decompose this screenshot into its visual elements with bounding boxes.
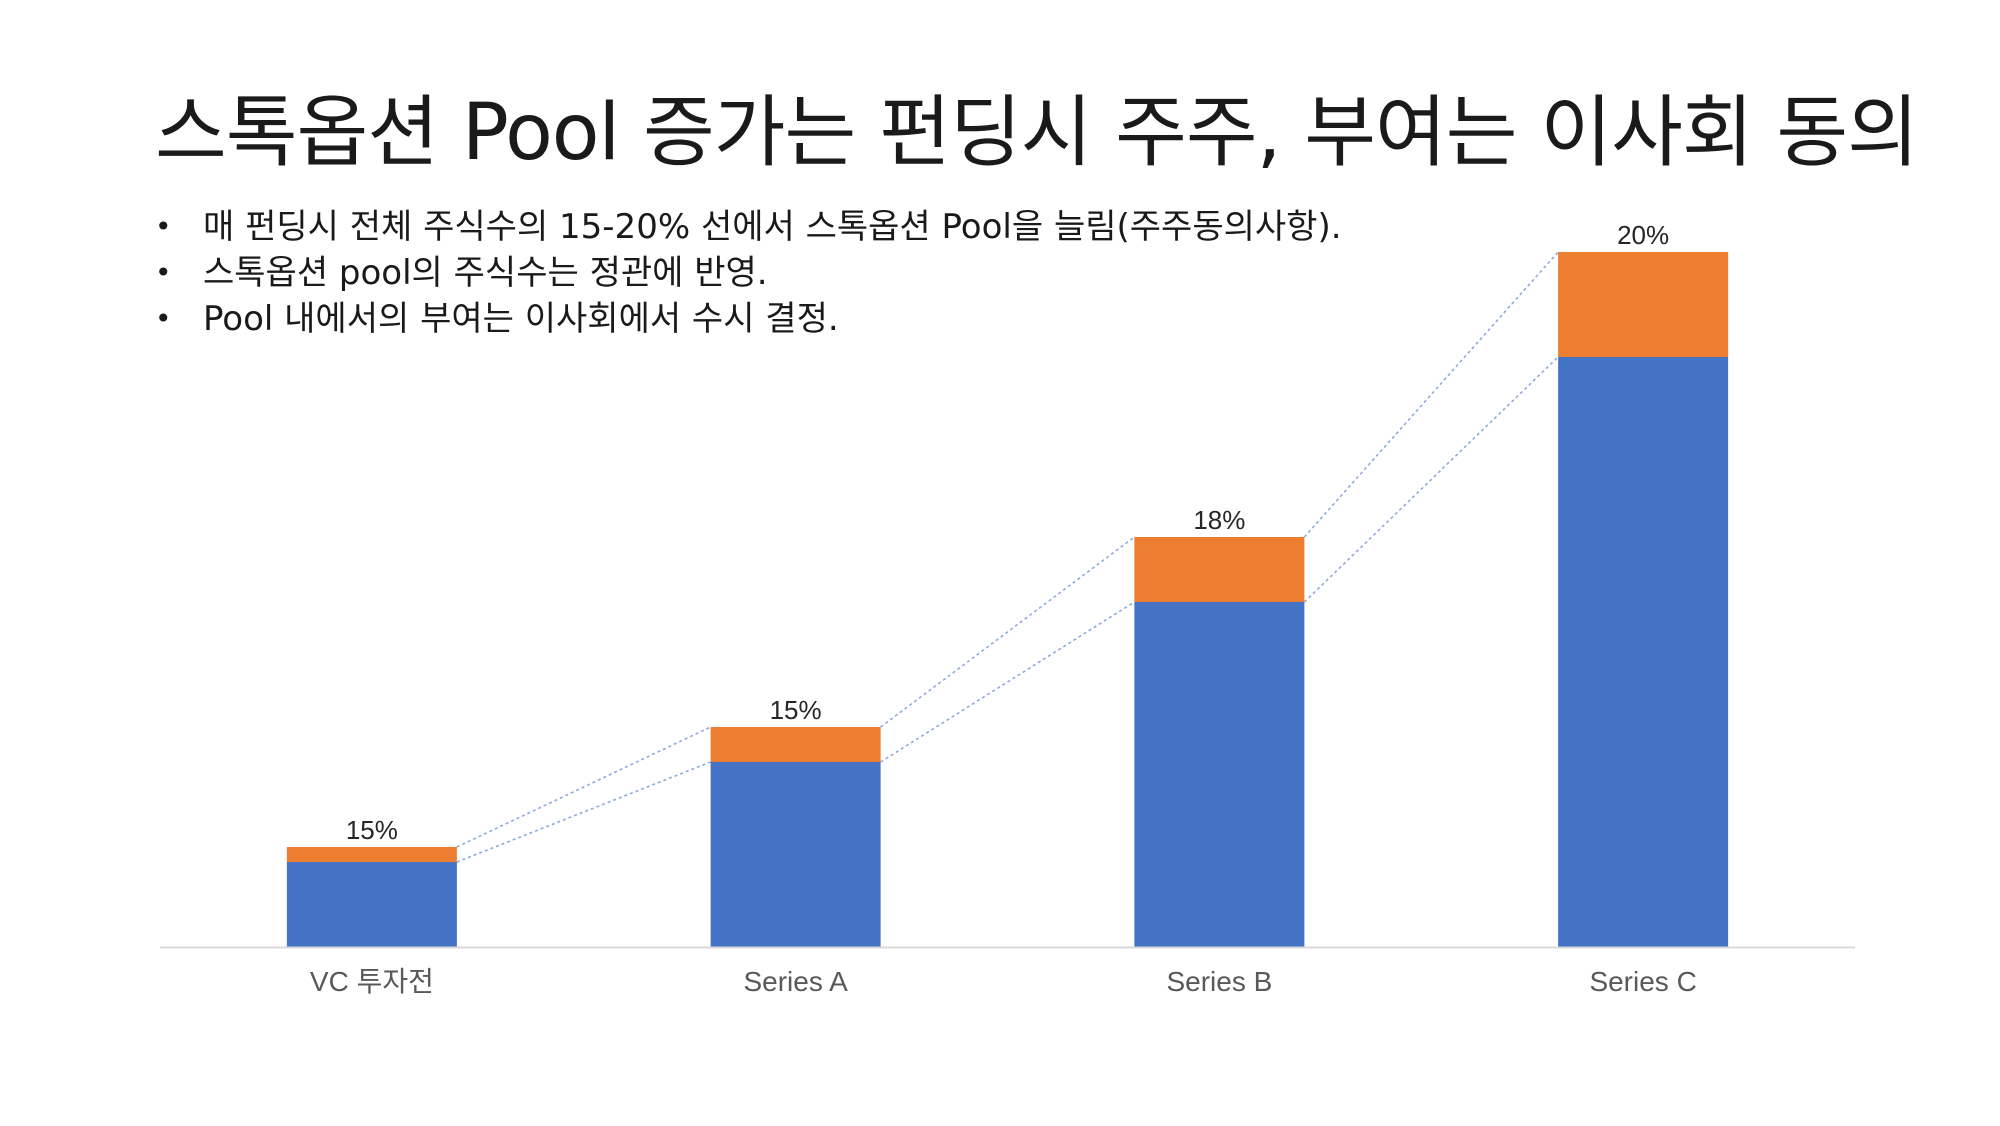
bar-base-segment bbox=[1558, 357, 1729, 947]
x-tick-label: VC 투자전 bbox=[310, 966, 434, 997]
connector-line-top bbox=[456, 726, 711, 848]
bar-pool-segment bbox=[286, 847, 457, 862]
bullet-list: • 매 펀딩시 전체 주식수의 15-20% 선에서 스톡옵션 Pool을 늘림(… bbox=[155, 204, 1342, 342]
bullet-item: • Pool 내에서의 부여는 이사회에서 수시 결정. bbox=[155, 296, 1342, 342]
slide-title: 스톡옵션 Pool 증가는 펀딩시 주주, 부여는 이사회 동의 bbox=[155, 88, 1919, 178]
data-label: 15% bbox=[346, 815, 398, 845]
bullet-text: Pool 내에서의 부여는 이사회에서 수시 결정. bbox=[203, 299, 839, 339]
bullet-dot: • bbox=[155, 210, 172, 243]
x-tick-label: Series C bbox=[1589, 966, 1696, 997]
data-label: 15% bbox=[770, 695, 822, 725]
bar-pool-segment bbox=[1134, 537, 1305, 602]
bar-base-segment bbox=[286, 862, 457, 947]
bar-base-segment bbox=[1134, 602, 1305, 947]
bar-base-segment bbox=[710, 762, 881, 947]
connector-line-top bbox=[880, 536, 1135, 728]
data-label: 20% bbox=[1617, 220, 1669, 250]
bullet-text: 스톡옵션 pool의 주식수는 정관에 반영. bbox=[203, 253, 768, 293]
connector-line-top bbox=[1303, 251, 1559, 538]
bullet-item: • 매 펀딩시 전체 주식수의 15-20% 선에서 스톡옵션 Pool을 늘림(… bbox=[155, 204, 1342, 250]
bullet-item: • 스톡옵션 pool의 주식수는 정관에 반영. bbox=[155, 250, 1342, 296]
bar-pool-segment bbox=[1558, 252, 1729, 357]
connector-line-bottom bbox=[1303, 356, 1559, 603]
bullet-text: 매 펀딩시 전체 주식수의 15-20% 선에서 스톡옵션 Pool을 늘림(주… bbox=[203, 207, 1342, 247]
connector-line-bottom bbox=[880, 601, 1135, 763]
x-tick-label: Series B bbox=[1166, 966, 1272, 997]
connector-line-bottom bbox=[456, 761, 711, 863]
bar-pool-segment bbox=[710, 727, 881, 762]
bullet-dot: • bbox=[155, 256, 172, 289]
data-label: 18% bbox=[1193, 505, 1245, 535]
bullet-dot: • bbox=[155, 302, 172, 335]
x-tick-label: Series A bbox=[743, 966, 848, 997]
